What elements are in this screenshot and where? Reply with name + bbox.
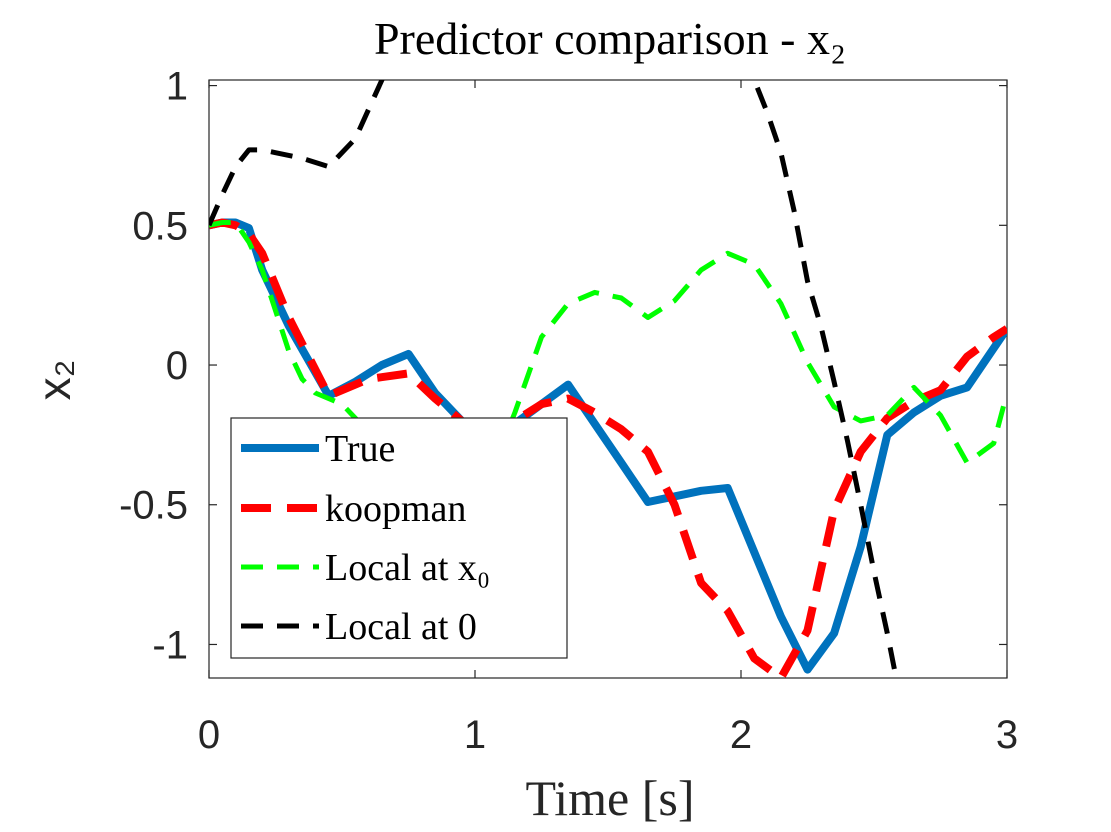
legend-label-koopman: koopman bbox=[325, 488, 466, 530]
series-line-true bbox=[209, 218, 1007, 674]
series-line-local-0 bbox=[209, 80, 899, 678]
series-line-local-x0 bbox=[209, 220, 1007, 499]
x-tick-label-2: 2 bbox=[730, 713, 752, 757]
chart-title: Predictor comparison - x₂ bbox=[374, 13, 846, 64]
x-tick-label-0: 0 bbox=[198, 713, 220, 757]
x-tick-label-3: 3 bbox=[996, 713, 1018, 757]
x-tick-label-1: 1 bbox=[464, 713, 486, 757]
y-axis-label: x₂ bbox=[28, 360, 80, 401]
x-axis-label: Time [s] bbox=[525, 770, 694, 826]
y-tick-label-1: 0.5 bbox=[132, 204, 188, 248]
legend: True koopman Local at x₀ Local at 0 bbox=[230, 417, 568, 659]
y-tick-label-0: 1 bbox=[166, 65, 188, 109]
y-tick-label-3: -0.5 bbox=[119, 484, 188, 528]
legend-label-local-x0: Local at x₀ bbox=[325, 547, 490, 589]
legend-label-true: True bbox=[325, 428, 395, 470]
series-line-koopman bbox=[209, 218, 1007, 678]
y-tick-label-2: 0 bbox=[166, 344, 188, 388]
axis-ticks: 0 1 2 3 1 0.5 0 -0.5 -1 bbox=[119, 65, 1018, 757]
legend-label-local-0: Local at 0 bbox=[325, 606, 477, 648]
series-group bbox=[209, 80, 1007, 678]
y-tick-label-4: -1 bbox=[152, 623, 188, 667]
legend-box bbox=[230, 417, 568, 659]
